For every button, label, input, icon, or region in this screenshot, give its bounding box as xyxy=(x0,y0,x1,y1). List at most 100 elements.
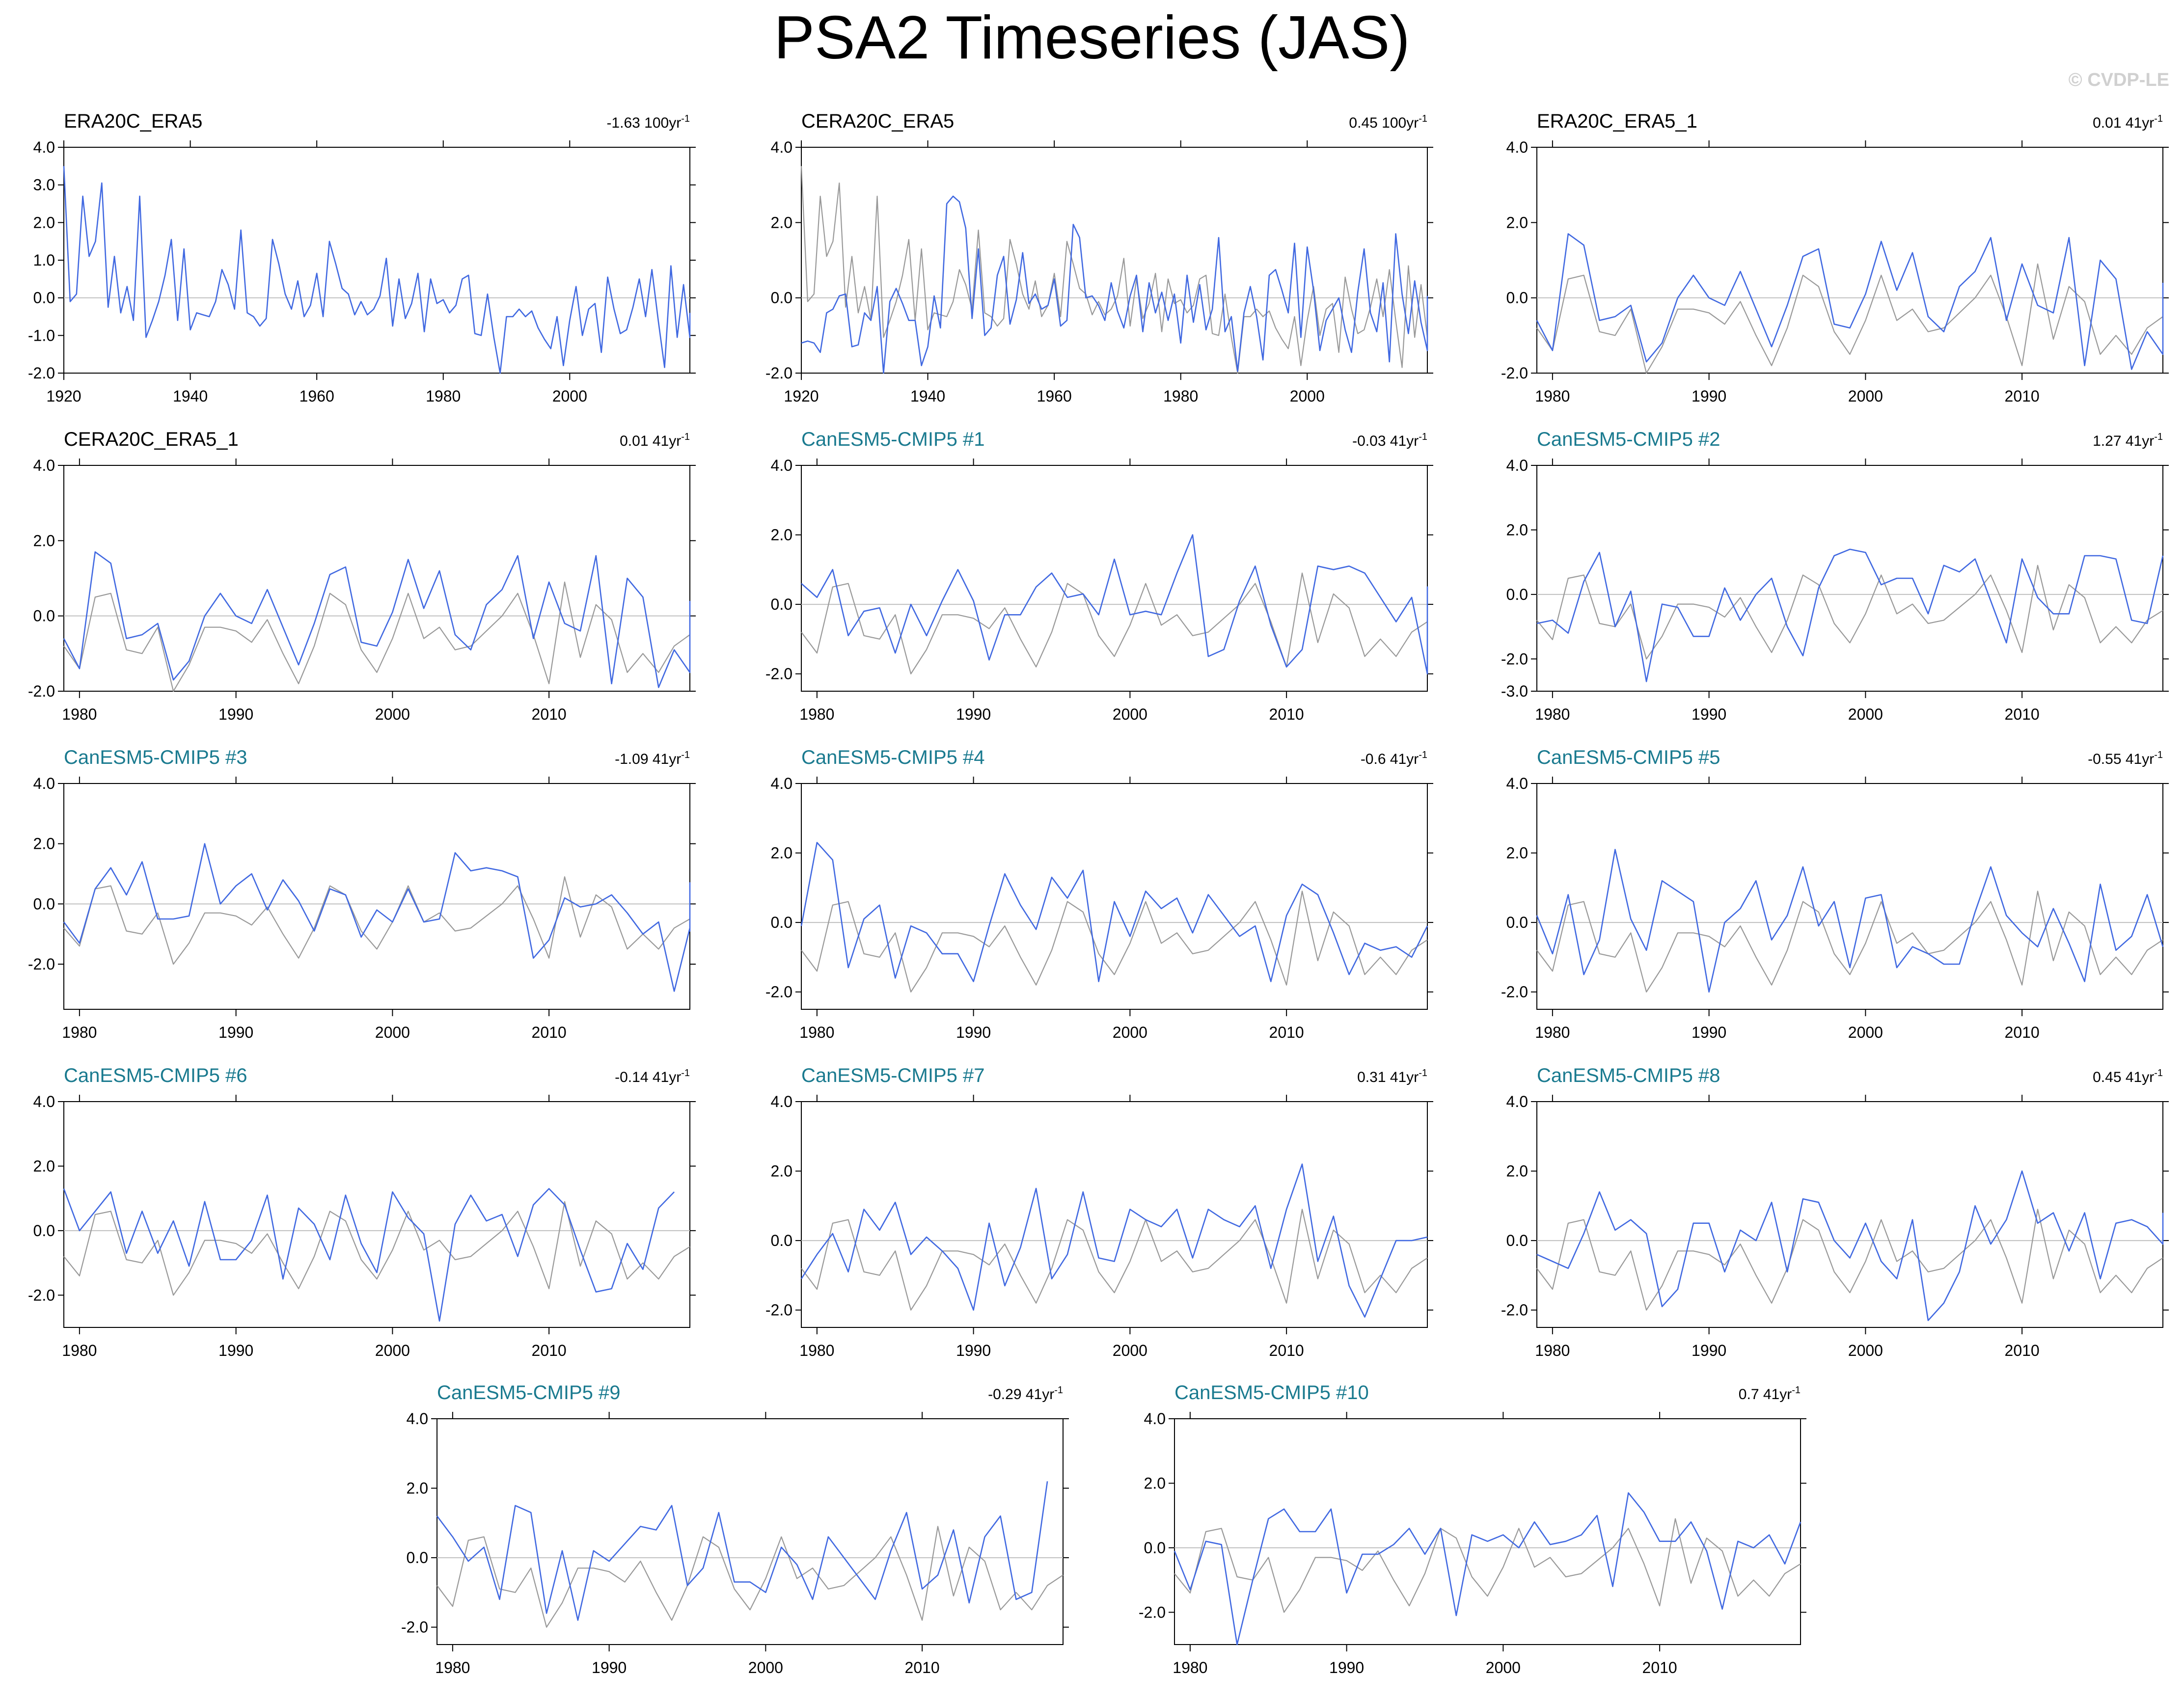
chart-12-xtick-label: 1980 xyxy=(1535,1342,1570,1359)
chart-14-observation-series-line xyxy=(1174,1518,1801,1613)
chart-14-ytick-label: 0.0 xyxy=(1144,1539,1166,1557)
chart-7-xtick-label: 2010 xyxy=(532,1024,567,1041)
chart-7-ytick-label: 2.0 xyxy=(33,835,55,853)
chart-3-observation-series-line xyxy=(1536,263,2163,374)
chart-12-observation-series-line xyxy=(1536,1209,2163,1311)
chart-6-trend-label: 1.27 41yr-1 xyxy=(2093,432,2163,449)
chart-13-trend-label: -0.29 41yr-1 xyxy=(988,1385,1063,1403)
chart-9-ytick-label: 4.0 xyxy=(1506,775,1528,792)
chart-11-ytick-label: 4.0 xyxy=(771,1093,792,1110)
chart-8-xtick-label: 2010 xyxy=(1269,1024,1304,1041)
chart-12-model-series-line xyxy=(1536,1170,2164,1322)
chart-4-ytick-label: 2.0 xyxy=(33,532,55,549)
chart-4-xtick-label: 2010 xyxy=(532,705,567,723)
chart-10-xtick-label: 2010 xyxy=(532,1342,567,1359)
chart-6-ytick-label: 0.0 xyxy=(1506,586,1528,603)
chart-4-model-series-line xyxy=(63,551,691,688)
chart-13-title: CanESM5-CMIP5 #9 xyxy=(437,1382,620,1404)
chart-7-trend-superscript: -1 xyxy=(681,750,690,760)
chart-6-model-series-line xyxy=(1536,548,2164,682)
chart-9-xtick-label: 2000 xyxy=(1848,1024,1883,1041)
chart-11-model-series-line xyxy=(800,1163,1428,1318)
chart-8-observation-series-line xyxy=(801,891,1428,993)
chart-6-ytick-label: -3.0 xyxy=(1501,682,1528,700)
chart-12-xtick-label: 2010 xyxy=(2005,1342,2040,1359)
chart-1-ytick-label: 0.0 xyxy=(33,289,55,307)
chart-2-ytick-label: 4.0 xyxy=(771,138,792,156)
chart-6-ytick-label: 2.0 xyxy=(1506,521,1528,539)
chart-7-title: CanESM5-CMIP5 #3 xyxy=(64,747,247,768)
chart-3-ytick-label: 4.0 xyxy=(1506,138,1528,156)
chart-5-xtick-label: 2010 xyxy=(1269,705,1304,723)
chart-9-xtick-label: 1990 xyxy=(1692,1024,1726,1041)
chart-13-ytick-label: 2.0 xyxy=(407,1480,428,1497)
chart-1-plot-frame xyxy=(63,147,690,374)
chart-11-ytick-label: -2.0 xyxy=(765,1301,792,1319)
chart-1-ytick-label: 2.0 xyxy=(33,214,55,231)
chart-1-xtick-label: 1940 xyxy=(173,387,208,405)
chart-10-title: CanESM5-CMIP5 #6 xyxy=(64,1065,247,1086)
chart-9-trend-label: -0.55 41yr-1 xyxy=(2088,750,2163,767)
chart-14-ytick-label: 2.0 xyxy=(1144,1474,1166,1492)
chart-4-ytick-label: 0.0 xyxy=(33,607,55,625)
chart-1-xtick-label: 2000 xyxy=(552,387,587,405)
chart-4-trend-superscript: -1 xyxy=(681,432,690,442)
chart-7-ytick-label: -2.0 xyxy=(28,955,55,973)
chart-14-model-series-line xyxy=(1174,1492,1802,1646)
chart-5-observation-series-line xyxy=(801,572,1428,675)
chart-14-trend-label: 0.7 41yr-1 xyxy=(1739,1385,1801,1403)
chart-14-title: CanESM5-CMIP5 #10 xyxy=(1174,1382,1369,1404)
chart-3-title: ERA20C_ERA5_1 xyxy=(1537,110,1697,132)
chart-10-xtick-label: 2000 xyxy=(375,1342,410,1359)
chart-2-observation-series-line xyxy=(800,166,1428,374)
chart-1-trend-superscript: -1 xyxy=(681,113,690,124)
chart-5-trend-label: -0.03 41yr-1 xyxy=(1352,432,1427,449)
chart-13-xtick-label: 2010 xyxy=(905,1659,940,1676)
chart-11-trend-superscript: -1 xyxy=(1419,1068,1427,1079)
chart-5-ytick-label: 2.0 xyxy=(771,526,792,544)
chart-11-trend-label: 0.31 41yr-1 xyxy=(1357,1068,1427,1085)
chart-12-xtick-label: 2000 xyxy=(1848,1342,1883,1359)
chart-11-xtick-label: 1990 xyxy=(956,1342,991,1359)
chart-9-ytick-label: 0.0 xyxy=(1506,914,1528,931)
chart-9-model-series-line xyxy=(1536,849,2164,993)
chart-9-title: CanESM5-CMIP5 #5 xyxy=(1537,747,1720,768)
chart-5-ytick-label: 0.0 xyxy=(771,595,792,613)
chart-4-title: CERA20C_ERA5_1 xyxy=(64,429,239,450)
credit-label: © CVDP-LE xyxy=(2068,70,2169,90)
chart-5-xtick-label: 1990 xyxy=(956,705,991,723)
chart-3-xtick-label: 1990 xyxy=(1692,387,1726,405)
chart-2-xtick-label: 1960 xyxy=(1037,387,1072,405)
chart-10-ytick-label: 0.0 xyxy=(33,1222,55,1240)
chart-6-xtick-label: 1990 xyxy=(1692,705,1726,723)
chart-4-xtick-label: 1990 xyxy=(218,705,253,723)
chart-2-xtick-label: 2000 xyxy=(1290,387,1325,405)
chart-13-trend-superscript: -1 xyxy=(1054,1385,1063,1396)
chart-5-xtick-label: 2000 xyxy=(1113,705,1147,723)
chart-8-trend-label: -0.6 41yr-1 xyxy=(1361,750,1427,767)
chart-9-trend-superscript: -1 xyxy=(2154,750,2163,760)
chart-2-plot-frame xyxy=(801,147,1428,374)
chart-7-xtick-label: 2000 xyxy=(375,1024,410,1041)
chart-8-xtick-label: 1990 xyxy=(956,1024,991,1041)
chart-12-title: CanESM5-CMIP5 #8 xyxy=(1537,1065,1720,1086)
chart-11-xtick-label: 1980 xyxy=(799,1342,834,1359)
chart-5-model-series-line xyxy=(801,534,1428,675)
chart-14-xtick-label: 1990 xyxy=(1329,1659,1364,1676)
chart-13-ytick-label: 4.0 xyxy=(407,1410,428,1428)
chart-10-trend-label: -0.14 41yr-1 xyxy=(615,1068,690,1085)
chart-10-model-series-line xyxy=(63,1188,675,1322)
page-title: PSA2 Timeseries (JAS) xyxy=(774,4,1410,72)
chart-3-plot-frame xyxy=(1536,147,2163,374)
chart-6-observation-series-line xyxy=(1536,565,2163,660)
chart-9-ytick-label: 2.0 xyxy=(1506,844,1528,862)
chart-8-ytick-label: 2.0 xyxy=(771,844,792,862)
chart-1-xtick-label: 1960 xyxy=(300,387,334,405)
chart-12-plot-frame xyxy=(1536,1101,2163,1328)
chart-2-trend-label: 0.45 100yr-1 xyxy=(1349,113,1427,131)
chart-4-ytick-label: 4.0 xyxy=(33,457,55,474)
chart-8-model-series-line xyxy=(800,842,1428,982)
chart-14-ytick-label: -2.0 xyxy=(1139,1603,1166,1621)
chart-10-xtick-label: 1990 xyxy=(218,1342,253,1359)
